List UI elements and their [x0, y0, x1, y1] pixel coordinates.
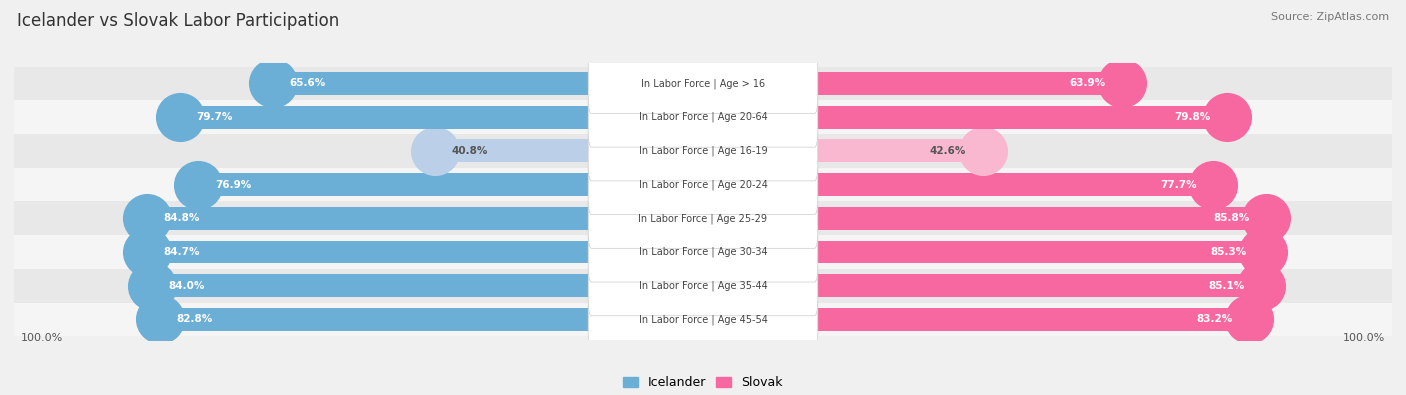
Text: 76.9%: 76.9% — [215, 180, 252, 190]
Text: 84.0%: 84.0% — [169, 281, 205, 291]
Text: 85.1%: 85.1% — [1209, 281, 1244, 291]
Bar — [703, 106, 1226, 129]
Text: 77.7%: 77.7% — [1160, 180, 1197, 190]
Bar — [14, 67, 1392, 100]
Bar — [180, 106, 703, 129]
Text: 83.2%: 83.2% — [1197, 314, 1233, 324]
Bar — [703, 173, 1213, 196]
Text: In Labor Force | Age 45-54: In Labor Force | Age 45-54 — [638, 314, 768, 325]
Bar — [703, 139, 983, 162]
Bar — [14, 168, 1392, 201]
Bar — [148, 241, 703, 263]
Bar — [14, 235, 1392, 269]
Text: 84.7%: 84.7% — [163, 247, 200, 257]
Text: 85.8%: 85.8% — [1213, 213, 1250, 223]
Bar — [703, 207, 1265, 230]
Bar — [273, 72, 703, 95]
Bar — [14, 201, 1392, 235]
Bar — [14, 134, 1392, 168]
FancyBboxPatch shape — [588, 222, 818, 282]
Text: In Labor Force | Age > 16: In Labor Force | Age > 16 — [641, 78, 765, 89]
Bar — [160, 308, 703, 331]
Bar — [14, 100, 1392, 134]
Bar — [146, 207, 703, 230]
Bar — [703, 308, 1249, 331]
Text: 85.3%: 85.3% — [1211, 247, 1246, 257]
Text: 100.0%: 100.0% — [21, 333, 63, 343]
Text: 79.7%: 79.7% — [197, 112, 233, 122]
Text: In Labor Force | Age 20-24: In Labor Force | Age 20-24 — [638, 179, 768, 190]
Text: Icelander vs Slovak Labor Participation: Icelander vs Slovak Labor Participation — [17, 12, 339, 30]
Bar — [703, 72, 1122, 95]
Text: 82.8%: 82.8% — [176, 314, 212, 324]
Text: In Labor Force | Age 35-44: In Labor Force | Age 35-44 — [638, 280, 768, 291]
Text: 40.8%: 40.8% — [451, 146, 488, 156]
Bar — [703, 274, 1261, 297]
Text: 79.8%: 79.8% — [1174, 112, 1211, 122]
Text: In Labor Force | Age 16-19: In Labor Force | Age 16-19 — [638, 146, 768, 156]
Text: 42.6%: 42.6% — [929, 146, 966, 156]
Text: 65.6%: 65.6% — [290, 79, 325, 88]
FancyBboxPatch shape — [588, 53, 818, 113]
FancyBboxPatch shape — [588, 188, 818, 248]
FancyBboxPatch shape — [588, 256, 818, 316]
FancyBboxPatch shape — [588, 154, 818, 214]
FancyBboxPatch shape — [588, 87, 818, 147]
FancyBboxPatch shape — [588, 290, 818, 350]
Bar — [436, 139, 703, 162]
Bar — [198, 173, 703, 196]
Bar — [703, 241, 1263, 263]
Text: 100.0%: 100.0% — [1343, 333, 1385, 343]
Text: Source: ZipAtlas.com: Source: ZipAtlas.com — [1271, 12, 1389, 22]
Bar — [14, 303, 1392, 336]
FancyBboxPatch shape — [588, 121, 818, 181]
Text: In Labor Force | Age 20-64: In Labor Force | Age 20-64 — [638, 112, 768, 122]
Bar — [14, 269, 1392, 303]
Legend: Icelander, Slovak: Icelander, Slovak — [619, 371, 787, 394]
Bar — [152, 274, 703, 297]
Text: In Labor Force | Age 25-29: In Labor Force | Age 25-29 — [638, 213, 768, 224]
Text: 63.9%: 63.9% — [1070, 79, 1107, 88]
Text: In Labor Force | Age 30-34: In Labor Force | Age 30-34 — [638, 247, 768, 257]
Text: 84.8%: 84.8% — [163, 213, 200, 223]
